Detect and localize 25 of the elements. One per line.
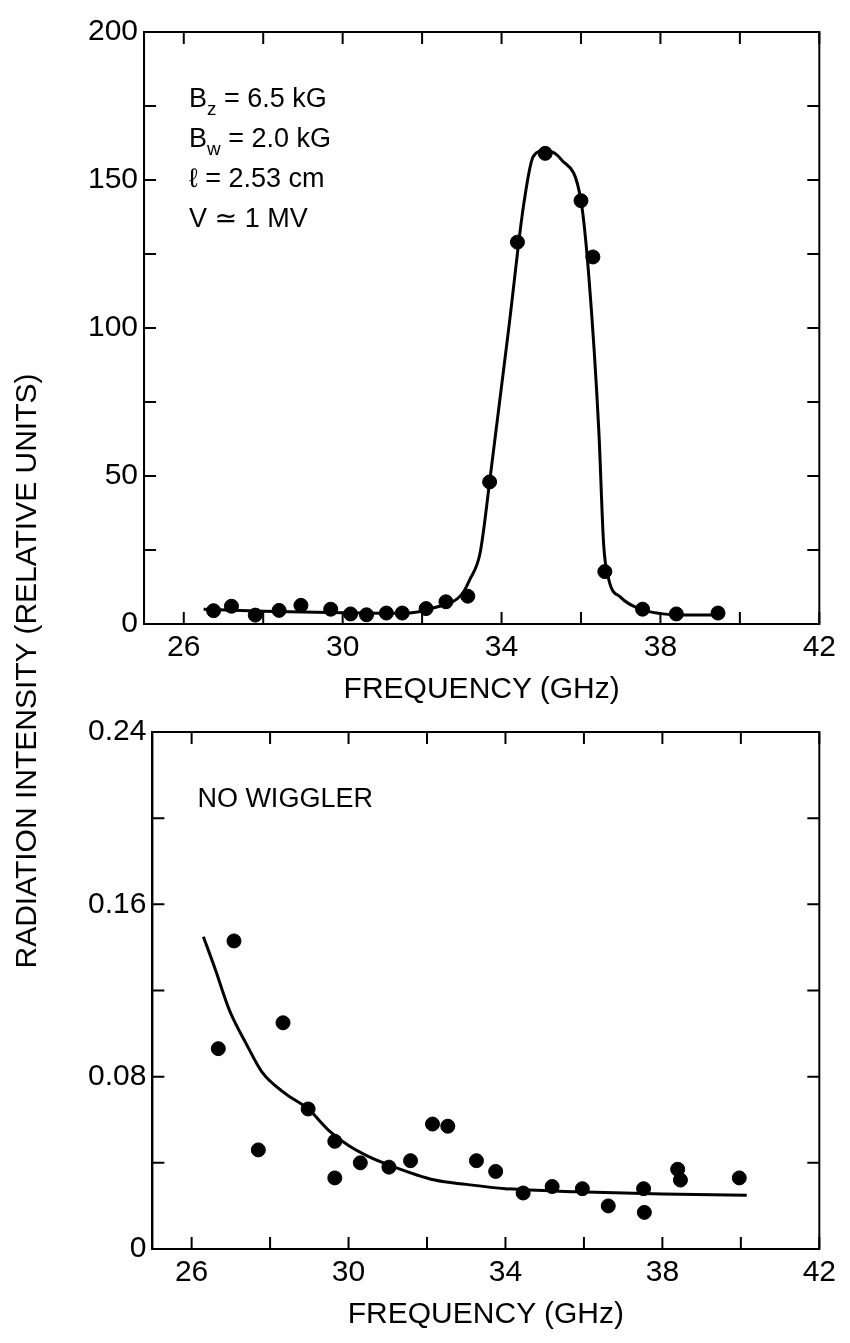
x-tick-label: 34 bbox=[488, 1254, 523, 1288]
x-tick-label: 26 bbox=[167, 629, 201, 663]
annotation: NO WIGGLER bbox=[197, 783, 373, 813]
x-tick-label: 30 bbox=[325, 629, 360, 663]
x-tick-label: 38 bbox=[645, 1254, 680, 1288]
y-tick-label: 0 bbox=[121, 605, 139, 639]
x-tick-label: 42 bbox=[802, 1254, 836, 1288]
x-tick-label: 38 bbox=[643, 629, 678, 663]
x-tick-label: 42 bbox=[802, 629, 836, 663]
annotation: ℓ = 2.53 cm bbox=[189, 163, 325, 193]
x-axis-title: FREQUENCY (GHz) bbox=[347, 1296, 624, 1330]
y-tick-label: 0.24 bbox=[88, 713, 147, 747]
y-tick-label: 50 bbox=[104, 457, 139, 491]
y-tick-label: 150 bbox=[87, 161, 139, 195]
x-tick-label: 26 bbox=[174, 1254, 209, 1288]
y-tick-label: 0.08 bbox=[88, 1057, 147, 1091]
y-tick-label: 100 bbox=[87, 309, 139, 343]
annotation: V ≃ 1 MV bbox=[189, 203, 308, 233]
y-axis-title: RADIATION INTENSITY (RELATIVE UNITS) bbox=[9, 373, 43, 969]
x-tick-label: 34 bbox=[484, 629, 519, 663]
y-tick-label: 200 bbox=[87, 13, 139, 47]
y-tick-label: 0 bbox=[129, 1230, 147, 1264]
x-axis-title: FREQUENCY (GHz) bbox=[343, 671, 620, 705]
y-tick-label: 0.16 bbox=[88, 885, 147, 919]
x-tick-label: 30 bbox=[331, 1254, 366, 1288]
